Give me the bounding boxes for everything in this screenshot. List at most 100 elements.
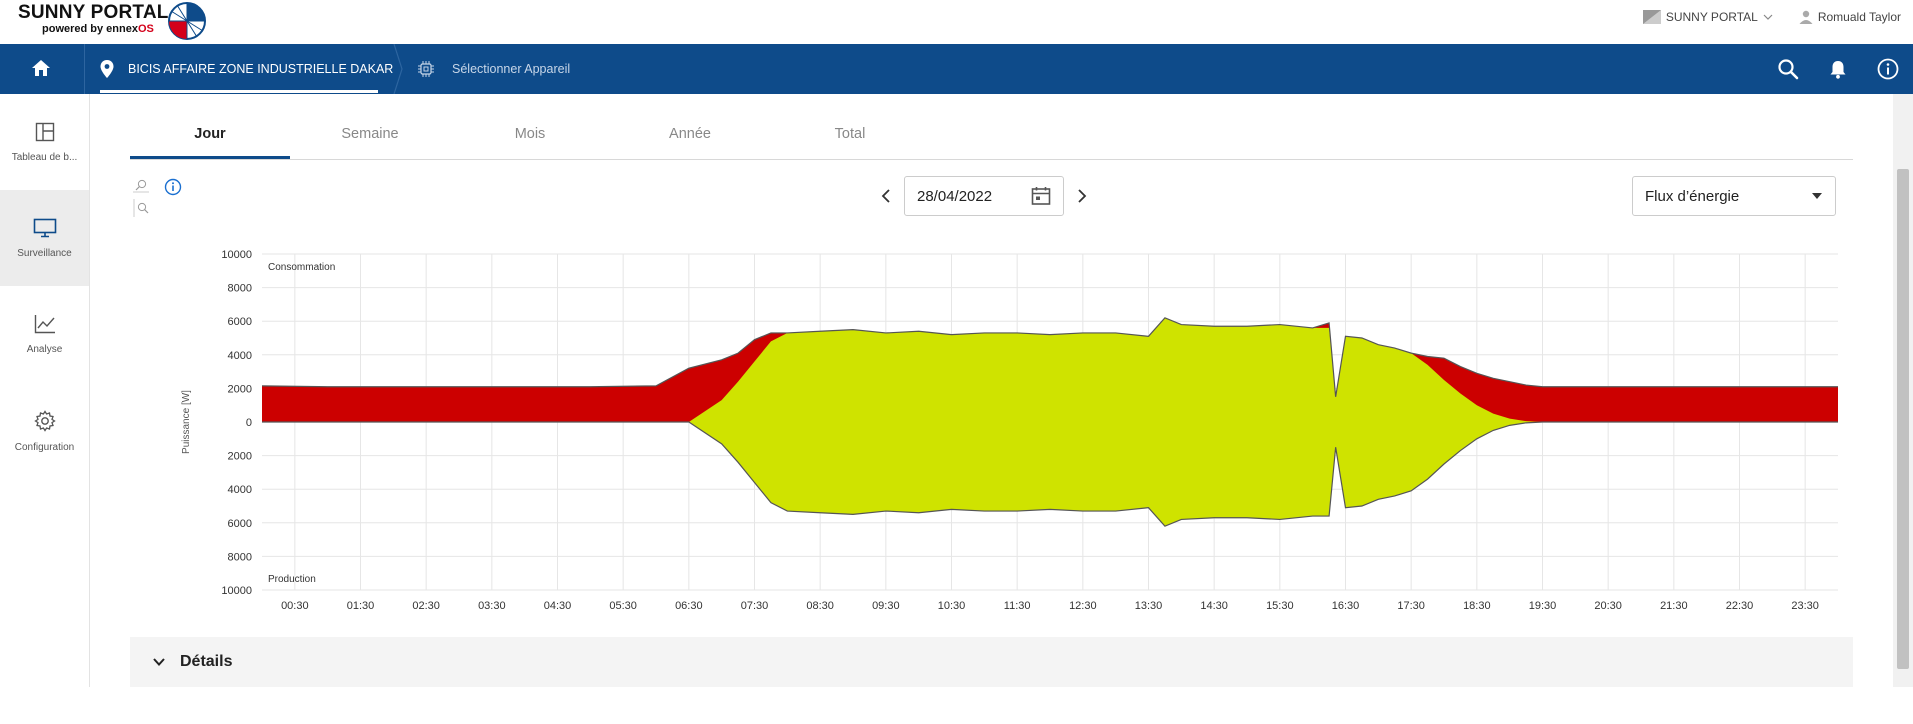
x-tick-label: 03:30 bbox=[478, 600, 506, 612]
active-tab-indicator bbox=[130, 156, 290, 159]
x-tick-label: 02:30 bbox=[412, 600, 440, 612]
production-line bbox=[262, 421, 1838, 527]
x-tick-label: 22:30 bbox=[1726, 600, 1754, 612]
energy-flow-chart: 10000 8000 6000 4000 2000 0 2000 4000 6000 8000 10… bbox=[181, 249, 1838, 612]
x-tick-label: 23:30 bbox=[1791, 600, 1819, 612]
tab-semaine[interactable]: Semaine bbox=[341, 126, 399, 142]
y-tick-label: 10000 bbox=[221, 249, 252, 261]
scrollbar-thumb[interactable] bbox=[1897, 169, 1909, 669]
location-label: BICIS AFFAIRE ZONE INDUSTRIELLE DAKAR bbox=[128, 62, 394, 76]
sidebar-item-label: Surveillance bbox=[17, 248, 72, 259]
scrollbar[interactable] bbox=[1893, 94, 1913, 687]
location-selector[interactable]: BICIS AFFAIRE ZONE INDUSTRIELLE DAKAR bbox=[100, 44, 393, 94]
search-icon bbox=[1778, 59, 1799, 80]
date-picker[interactable]: 28/04/2022 bbox=[904, 176, 1064, 216]
monitor-icon bbox=[33, 218, 56, 238]
bell-icon bbox=[1830, 61, 1846, 79]
x-tick-label: 07:30 bbox=[741, 600, 769, 612]
y-tick-label: 4000 bbox=[228, 484, 252, 496]
top-header: SUNNY PORTAL powered by ennexOS SUNNY PO… bbox=[0, 0, 1913, 44]
user-menu[interactable]: Romuald Taylor bbox=[1799, 10, 1901, 24]
chart-icon bbox=[34, 315, 55, 334]
period-tabs: Jour Semaine Mois Année Total bbox=[130, 94, 1853, 160]
y-tick-label: 2000 bbox=[228, 451, 252, 463]
zoom-y-icon[interactable] bbox=[132, 198, 150, 218]
chevron-left-icon[interactable] bbox=[880, 188, 894, 204]
details-toggle[interactable]: Détails bbox=[130, 637, 1853, 687]
location-active-indicator bbox=[100, 90, 378, 93]
zoom-controls bbox=[132, 178, 150, 218]
calendar-icon bbox=[1031, 187, 1051, 205]
nav-separator bbox=[84, 44, 85, 94]
sidebar-item-configuration[interactable]: Configuration bbox=[0, 382, 89, 478]
portal-icon bbox=[1642, 10, 1661, 24]
x-tick-label: 05:30 bbox=[609, 600, 637, 612]
x-tick-label: 01:30 bbox=[347, 600, 375, 612]
portal-switch[interactable]: SUNNY PORTAL bbox=[1642, 9, 1773, 25]
top-right-menu: SUNNY PORTAL Romuald Taylor bbox=[1642, 9, 1901, 25]
user-icon bbox=[1799, 10, 1813, 24]
x-tick-label: 16:30 bbox=[1332, 600, 1360, 612]
sidebar-item-surveillance[interactable]: Surveillance bbox=[0, 190, 89, 286]
x-tick-label: 11:30 bbox=[1004, 600, 1031, 612]
chevron-down-icon bbox=[1763, 14, 1773, 20]
home-icon[interactable] bbox=[30, 58, 52, 78]
location-pin-icon bbox=[100, 60, 114, 78]
y-tick-label: 2000 bbox=[228, 383, 252, 395]
sidebar-item-label: Configuration bbox=[14, 442, 75, 453]
gear-icon bbox=[33, 410, 56, 432]
date-navigation: 28/04/2022 bbox=[880, 176, 1088, 216]
tab-annee[interactable]: Année bbox=[669, 126, 711, 142]
sidebar-item-dashboard[interactable]: Tableau de b... bbox=[0, 94, 89, 190]
tab-total[interactable]: Total bbox=[834, 126, 866, 142]
sidebar-item-analyse[interactable]: Analyse bbox=[0, 286, 89, 382]
device-selector[interactable]: Sélectionner Appareil bbox=[418, 44, 570, 94]
logo-subtitle: powered by ennexOS bbox=[42, 23, 169, 36]
self-consumption-area bbox=[262, 317, 1838, 422]
y-axis-label: Puissance [W] bbox=[181, 390, 192, 454]
consumption-label: Consommation bbox=[268, 262, 335, 273]
main-content: Jour Semaine Mois Année Total 28/04/2022… bbox=[90, 94, 1893, 687]
y-tick-label: 0 bbox=[246, 417, 252, 429]
x-tick-label: 00:30 bbox=[281, 600, 309, 612]
y-tick-label: 6000 bbox=[228, 518, 252, 530]
production-area bbox=[262, 422, 1838, 527]
details-label: Détails bbox=[180, 653, 233, 670]
x-tick-label: 20:30 bbox=[1594, 600, 1622, 612]
view-select[interactable]: Flux d’énergie bbox=[1632, 176, 1836, 216]
zoom-x-icon[interactable] bbox=[132, 178, 150, 194]
tab-mois[interactable]: Mois bbox=[514, 126, 546, 142]
info-icon[interactable] bbox=[164, 178, 182, 196]
portal-switch-label: SUNNY PORTAL bbox=[1665, 10, 1758, 24]
consumption-line bbox=[261, 317, 1838, 397]
y-tick-label: 8000 bbox=[228, 551, 252, 563]
logo-sub-prefix: powered by ennex bbox=[42, 23, 138, 35]
device-label: Sélectionner Appareil bbox=[452, 62, 571, 76]
view-select-value: Flux d’énergie bbox=[1645, 187, 1740, 205]
notifications-button[interactable] bbox=[1813, 44, 1863, 94]
search-button[interactable] bbox=[1763, 44, 1813, 94]
user-name: Romuald Taylor bbox=[1817, 10, 1901, 24]
x-tick-label: 12:30 bbox=[1069, 600, 1097, 612]
sidebar-item-label: Analyse bbox=[26, 344, 63, 355]
x-tick-label: 09:30 bbox=[872, 600, 900, 612]
x-tick-label: 08:30 bbox=[806, 600, 834, 612]
logo[interactable]: SUNNY PORTAL powered by ennexOS bbox=[18, 3, 169, 36]
globe-logo-icon bbox=[168, 2, 206, 40]
breadcrumb-chevron-icon bbox=[393, 44, 403, 94]
x-tick-label: 10:30 bbox=[938, 600, 966, 612]
nav-bar: BICIS AFFAIRE ZONE INDUSTRIELLE DAKAR Sé… bbox=[0, 44, 1913, 94]
dashboard-icon bbox=[35, 122, 54, 142]
info-circle-icon bbox=[1877, 58, 1899, 80]
y-tick-label: 8000 bbox=[228, 283, 252, 295]
x-tick-label: 04:30 bbox=[544, 600, 572, 612]
tab-jour[interactable]: Jour bbox=[194, 126, 226, 142]
info-button[interactable] bbox=[1863, 44, 1913, 94]
device-chip-icon bbox=[418, 61, 434, 77]
chevron-right-icon[interactable] bbox=[1074, 188, 1088, 204]
caret-down-icon bbox=[1812, 193, 1822, 199]
date-value: 28/04/2022 bbox=[917, 187, 993, 205]
x-tick-label: 17:30 bbox=[1397, 600, 1425, 612]
sidebar: Tableau de b... Surveillance Analyse Con… bbox=[0, 94, 90, 687]
x-tick-label: 19:30 bbox=[1529, 600, 1557, 612]
